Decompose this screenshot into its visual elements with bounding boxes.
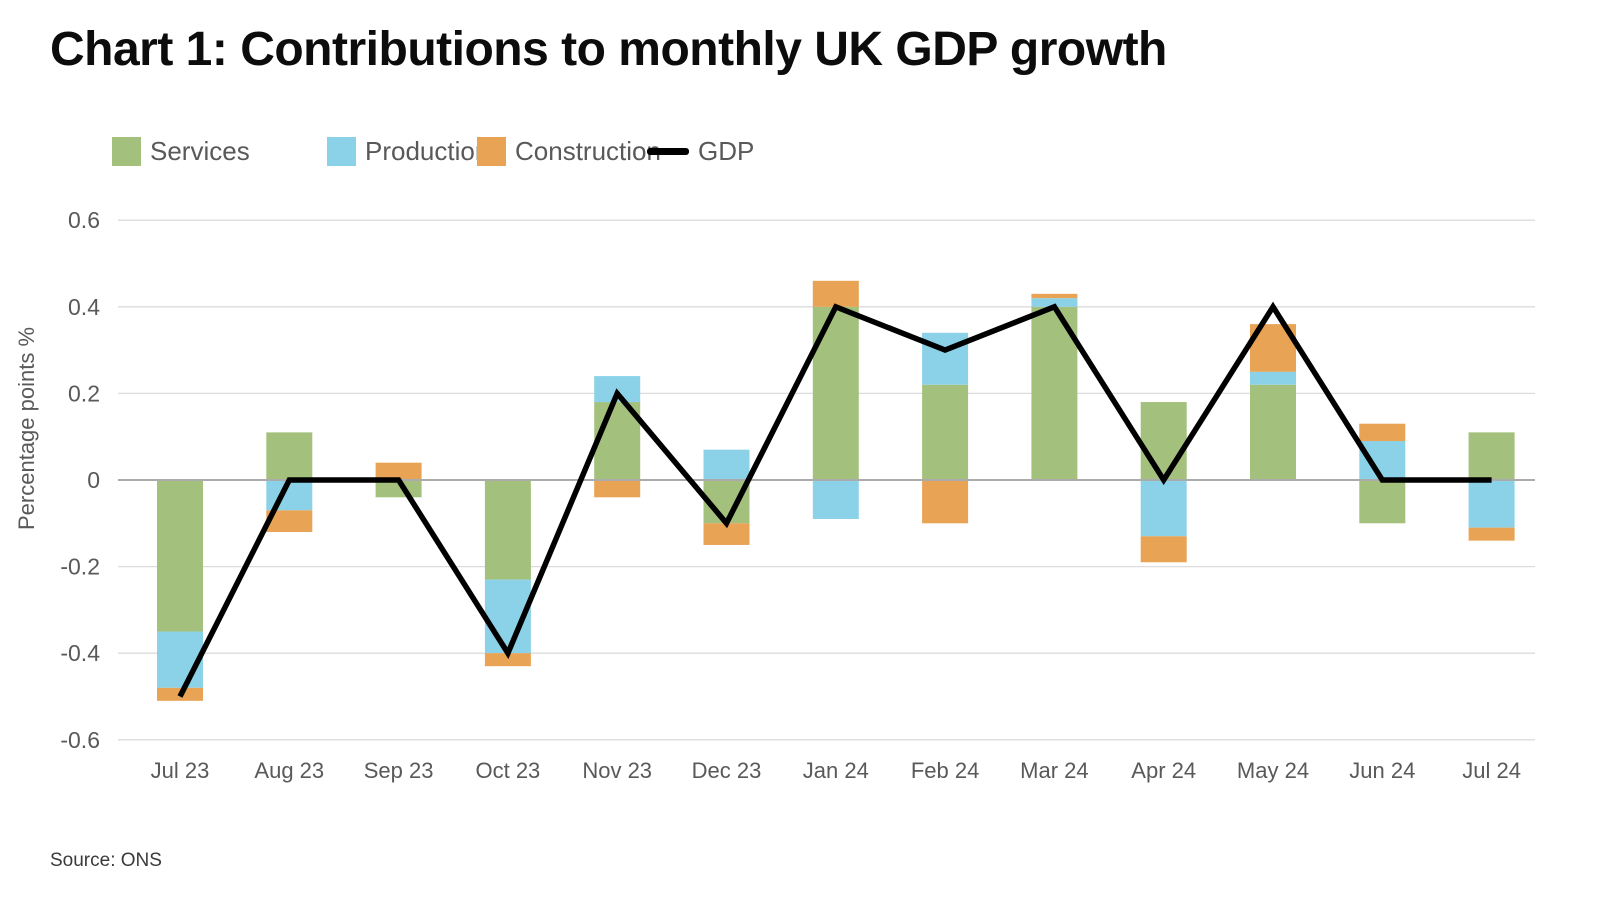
x-tick-label-jul-24: Jul 24 xyxy=(1462,758,1521,783)
chart-title: Chart 1: Contributions to monthly UK GDP… xyxy=(50,23,1167,76)
source-note: Source: ONS xyxy=(50,850,162,871)
bar-construction-aug-23 xyxy=(266,510,313,532)
legend-label-construction: Construction xyxy=(515,135,661,166)
bar-production-feb-24 xyxy=(922,332,969,385)
y-tick-label--0.6: -0.6 xyxy=(60,727,100,753)
y-tick-label--0.2: -0.2 xyxy=(60,554,100,580)
y-tick-label-0.2: 0.2 xyxy=(68,380,100,406)
bar-services-jun-24 xyxy=(1359,480,1406,524)
bar-production-apr-24 xyxy=(1140,480,1187,537)
gdp-line-icon xyxy=(647,147,689,155)
services-swatch-icon xyxy=(112,136,141,166)
bar-production-jun-24 xyxy=(1359,441,1406,480)
bar-construction-oct-23 xyxy=(484,653,531,667)
legend-label-services: Services xyxy=(150,135,250,166)
bar-services-jul-23 xyxy=(157,480,203,632)
production-swatch-icon xyxy=(327,136,356,166)
legend-item-construction: Construction xyxy=(477,136,661,166)
x-tick-label-feb-24: Feb 24 xyxy=(911,758,980,783)
x-tick-label-may-24: May 24 xyxy=(1237,758,1309,783)
legend-item-services: Services xyxy=(112,136,250,166)
y-tick-label--0.4: -0.4 xyxy=(60,640,100,666)
y-tick-label-0.6: 0.6 xyxy=(68,207,100,233)
bar-production-dec-23 xyxy=(703,449,750,480)
construction-swatch-icon xyxy=(477,136,506,166)
x-tick-label-mar-24: Mar 24 xyxy=(1020,758,1088,783)
bar-production-may-24 xyxy=(1250,371,1296,385)
x-tick-label-jun-24: Jun 24 xyxy=(1349,758,1415,783)
bar-services-jul-24 xyxy=(1468,432,1515,480)
bar-services-feb-24 xyxy=(922,384,969,480)
y-tick-label-0: 0 xyxy=(87,467,100,493)
bar-construction-nov-23 xyxy=(594,480,641,498)
x-tick-label-nov-23: Nov 23 xyxy=(582,758,652,783)
bar-construction-feb-24 xyxy=(922,480,969,524)
x-tick-label-aug-23: Aug 23 xyxy=(254,758,324,783)
bar-construction-dec-23 xyxy=(703,523,750,545)
bar-construction-sep-23 xyxy=(375,462,422,480)
bar-construction-jan-24 xyxy=(812,280,859,307)
bar-construction-jun-24 xyxy=(1359,423,1406,442)
bar-production-jan-24 xyxy=(812,480,859,519)
bar-services-aug-23 xyxy=(266,432,313,480)
x-tick-label-jan-24: Jan 24 xyxy=(803,758,869,783)
x-tick-label-apr-24: Apr 24 xyxy=(1131,758,1196,783)
bar-construction-jul-24 xyxy=(1468,527,1515,541)
bar-services-may-24 xyxy=(1250,384,1296,480)
gdp-line xyxy=(177,301,1492,698)
bar-services-sep-23 xyxy=(375,480,422,498)
y-tick-label-0.4: 0.4 xyxy=(68,294,100,320)
x-tick-label-dec-23: Dec 23 xyxy=(692,758,762,783)
x-tick-label-sep-23: Sep 23 xyxy=(364,758,434,783)
bar-construction-mar-24 xyxy=(1031,293,1078,299)
bar-production-jul-23 xyxy=(157,631,203,688)
legend-label-gdp: GDP xyxy=(698,135,755,166)
x-tick-label-jul-23: Jul 23 xyxy=(151,758,210,783)
legend-label-production: Production xyxy=(365,135,490,166)
bar-services-oct-23 xyxy=(484,480,531,580)
legend-item-production: Production xyxy=(327,136,489,166)
bar-construction-apr-24 xyxy=(1140,536,1187,563)
legend-item-gdp: GDP xyxy=(647,136,754,166)
bar-services-apr-24 xyxy=(1140,402,1187,480)
bar-production-jul-24 xyxy=(1468,480,1515,528)
bar-production-mar-24 xyxy=(1031,298,1078,307)
x-tick-label-oct-23: Oct 23 xyxy=(475,758,540,783)
